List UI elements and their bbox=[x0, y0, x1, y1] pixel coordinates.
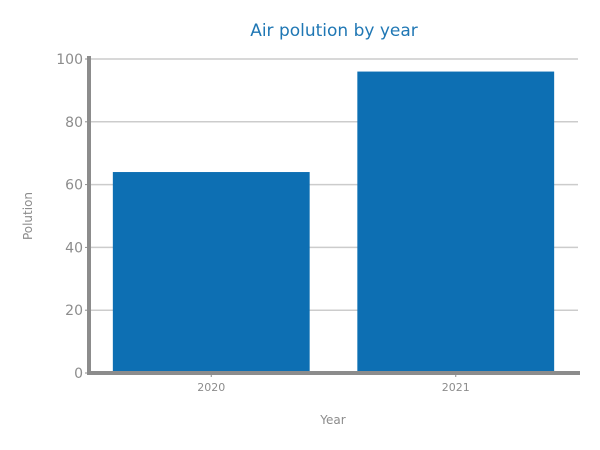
x-tick-label: 2021 bbox=[442, 381, 470, 394]
x-tick-labels: 2020 2021 bbox=[197, 373, 470, 394]
bars bbox=[112, 71, 555, 373]
y-tick-label: 40 bbox=[65, 240, 83, 256]
y-axis-label: Polution bbox=[21, 192, 35, 240]
bar-2021 bbox=[357, 71, 555, 373]
y-tick-label: 0 bbox=[74, 366, 83, 382]
y-tick-label: 20 bbox=[65, 303, 83, 319]
y-tick-labels: 0 20 40 60 80 100 bbox=[56, 52, 89, 382]
chart-title: Air polution by year bbox=[250, 21, 418, 41]
x-tick-label: 2020 bbox=[197, 381, 225, 394]
x-axis-label: Year bbox=[319, 413, 345, 427]
y-tick-label: 100 bbox=[56, 52, 83, 68]
bar-2020 bbox=[112, 172, 310, 373]
y-tick-label: 80 bbox=[65, 115, 83, 131]
y-tick-label: 60 bbox=[65, 178, 83, 194]
